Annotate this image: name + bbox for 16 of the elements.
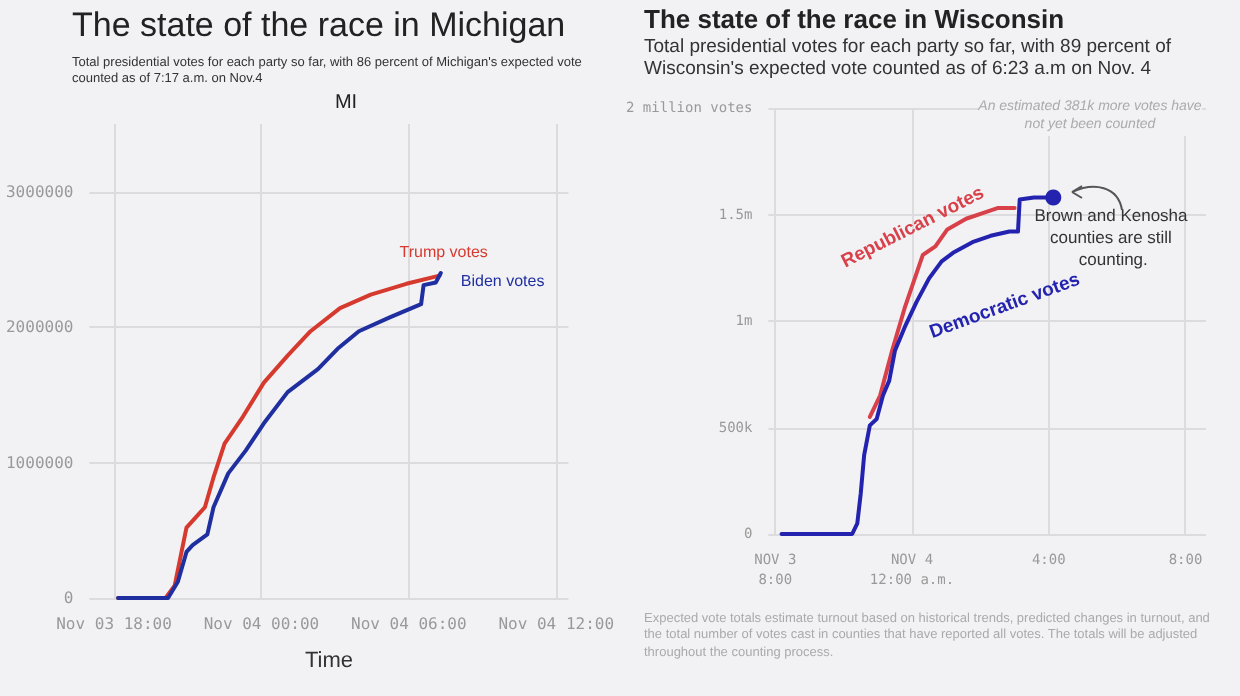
chart-subtitle: Total presidential votes for each party so far, with 89 percent of Wisconsin's expected vote counted as of 6:23 a.m on Nov. 4 [644, 36, 1174, 82]
y-tick-label: 1000000 [5, 453, 74, 472]
x-tick-label: Nov 03 18:00 [56, 615, 173, 633]
y-tick-label: 0 [63, 589, 74, 607]
x-tick-label: Nov 04 12:00 [498, 615, 615, 633]
y-tick-label: 3000000 [5, 182, 74, 201]
chart-title: The state of the race in Michigan [72, 6, 566, 46]
series-label: Trump votes [399, 242, 488, 261]
text: MI [332, 92, 360, 114]
series-label: Biden votes [460, 271, 545, 290]
x-tick-label: Nov 04 06:00 [351, 615, 467, 633]
y-tick-label: 2000000 [5, 318, 74, 337]
annotation: Brown and Kenosha counties are still counting. [1034, 205, 1193, 270]
x-axis-title: Time [304, 649, 354, 673]
chart-title: The state of the race in Wisconsin [644, 4, 1065, 34]
x-tick-label: Nov 04 00:00 [203, 615, 320, 633]
